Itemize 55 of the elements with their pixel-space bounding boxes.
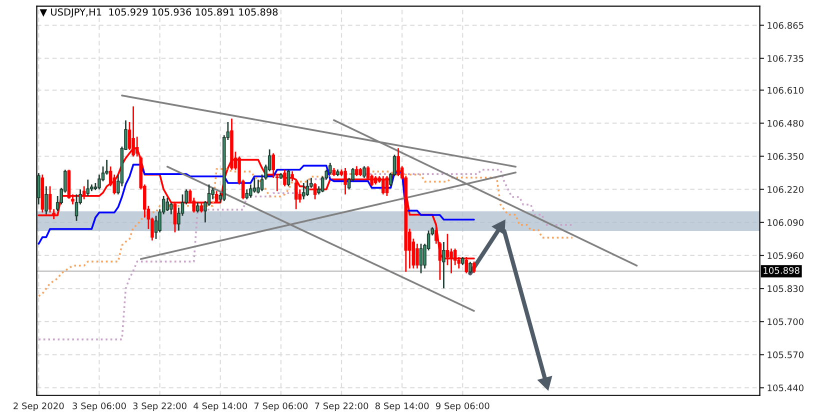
- candlestick: [196, 202, 200, 214]
- candlestick: [290, 170, 294, 182]
- candlestick: [362, 166, 366, 179]
- y-tick-label: 106.350: [768, 153, 804, 160]
- x-tick-label: 8 Sep 14:00: [375, 402, 429, 412]
- y-tick-label: 105.960: [768, 252, 804, 260]
- chart-title: ▼ USDJPY,H1 105.929 105.936 105.891 105.898: [40, 8, 278, 18]
- y-tick-label: 106.220: [768, 186, 804, 193]
- candlestick: [313, 182, 317, 200]
- candlestick: [252, 177, 256, 194]
- candlestick: [385, 175, 389, 197]
- candlestick: [74, 194, 78, 222]
- candlestick: [200, 202, 204, 214]
- y-tick-label: 106.480: [768, 120, 804, 127]
- candlestick: [302, 182, 306, 200]
- candlestick: [468, 261, 472, 274]
- y-tick-label: 106.865: [768, 22, 804, 29]
- candlestick: [245, 188, 248, 200]
- candlestick: [286, 169, 290, 187]
- x-tick-label: 7 Sep 22:00: [314, 402, 368, 412]
- candlestick: [328, 162, 332, 176]
- y-tick-label: 106.610: [768, 86, 804, 94]
- x-tick-label: 9 Sep 06:00: [436, 402, 490, 412]
- candlestick: [256, 178, 260, 194]
- y-tick-label: 106.735: [768, 55, 804, 62]
- candlestick: [472, 260, 476, 274]
- candlestick: [419, 243, 423, 274]
- candlestick: [283, 169, 286, 187]
- candlestick: [442, 241, 446, 289]
- x-tick-label: 3 Sep 22:00: [133, 402, 186, 412]
- candlestick: [272, 152, 275, 179]
- x-tick-label: 7 Sep 06:00: [254, 402, 308, 412]
- y-tick-label: 106.090: [768, 219, 804, 226]
- x-tick-label: 3 Sep 06:00: [72, 402, 126, 412]
- y-tick-label: 105.440: [768, 384, 804, 392]
- candlestick: [166, 197, 169, 212]
- y-tick-label: 105.570: [768, 351, 804, 358]
- candlestick: [173, 202, 177, 234]
- candlestick: [44, 186, 48, 215]
- candlestick: [86, 178, 90, 197]
- candlestick: [214, 190, 218, 204]
- candlestick: [382, 175, 385, 196]
- x-tick-label: 4 Sep 14:00: [194, 402, 248, 412]
- x-tick-label: 2 Sep 2020: [14, 402, 64, 412]
- y-tick-label: 105.700: [768, 318, 804, 326]
- candlestick: [294, 178, 298, 210]
- candlestick: [344, 167, 347, 196]
- ref-line-label: 105.898: [764, 267, 800, 274]
- candlestick: [37, 172, 40, 206]
- candlestick: [416, 243, 419, 270]
- candlestick: [355, 166, 358, 177]
- candlestick: [170, 202, 173, 215]
- candlestick: [306, 178, 310, 197]
- y-tick-label: 105.830: [768, 285, 804, 292]
- candlestick: [82, 186, 86, 200]
